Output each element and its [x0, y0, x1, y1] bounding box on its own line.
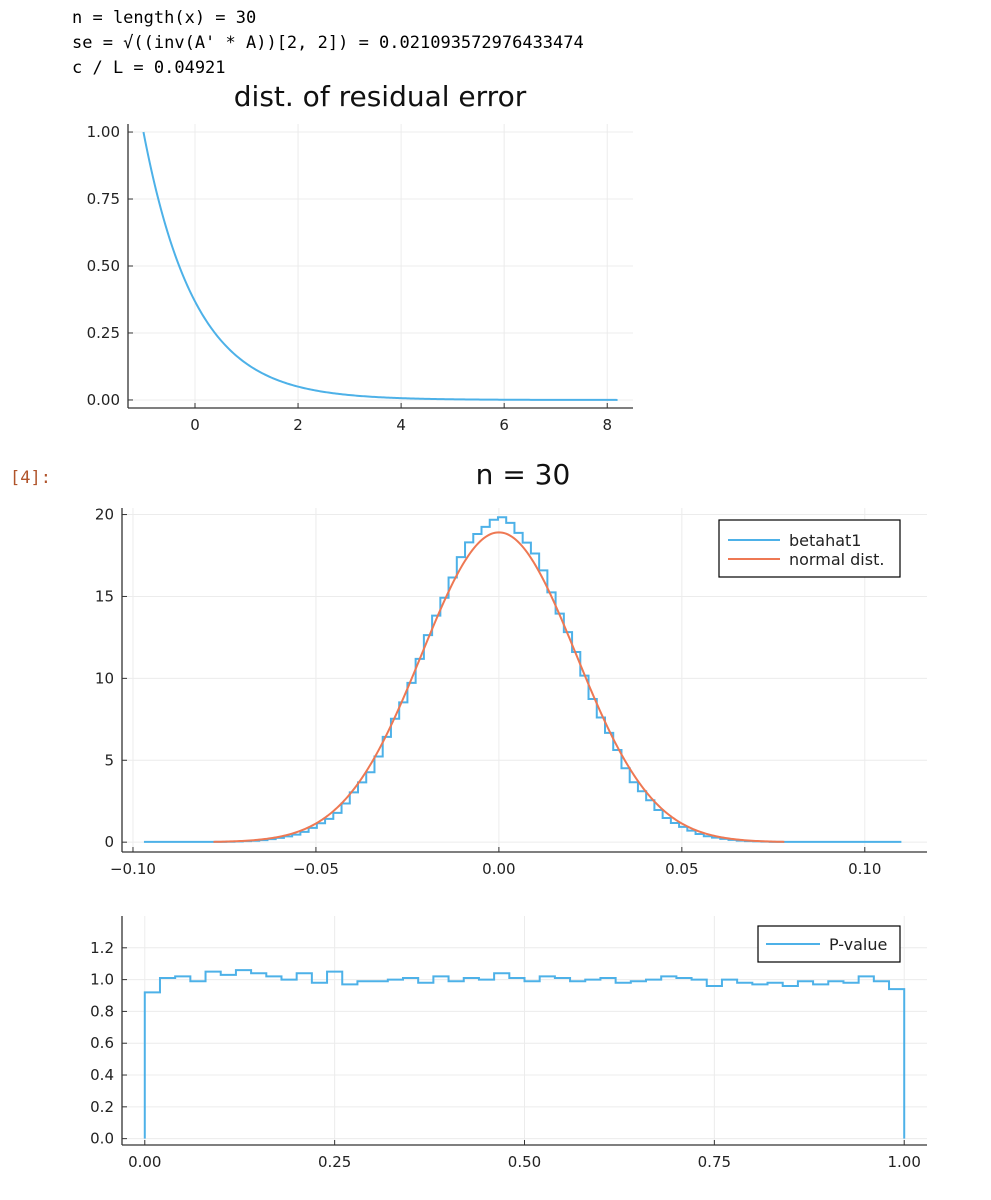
y-tick-label: 0.4: [90, 1066, 114, 1084]
x-tick-label: 2: [293, 416, 303, 434]
y-tick-label: 10: [95, 669, 114, 687]
y-tick-label: 1.00: [87, 123, 120, 141]
y-tick-label: 1.2: [90, 939, 114, 957]
y-tick-label: 0.25: [87, 324, 120, 342]
y-tick-label: 0.0: [90, 1130, 114, 1148]
series-step-pvalue: [143, 969, 906, 1139]
x-tick-label: 0.10: [848, 860, 881, 878]
legend-label-betahat1: betahat1: [789, 531, 861, 550]
y-tick-label: 0.50: [87, 257, 120, 275]
chart-title: n = 30: [476, 458, 571, 491]
series-line-normal: [213, 531, 785, 843]
x-tick-label: 0.05: [665, 860, 698, 878]
y-tick-label: 5: [104, 751, 114, 769]
x-tick-label: 0: [190, 416, 200, 434]
cell-stdout: n = length(x) = 30 se = √((inv(A' * A))[2…: [72, 6, 584, 81]
stdout-line: se = √((inv(A' * A))[2, 2]) = 0.02109357…: [72, 33, 584, 53]
x-tick-label: 0.00: [482, 860, 515, 878]
legend-label-pvalue: P-value: [829, 935, 887, 954]
legend-box: [718, 519, 901, 578]
x-tick-label: 0.25: [318, 1153, 351, 1171]
y-tick-label: 15: [95, 587, 114, 605]
x-tick-label: 6: [499, 416, 509, 434]
y-tick-label: 0.8: [90, 1002, 114, 1020]
y-tick-label: 0.75: [87, 190, 120, 208]
y-tick-label: 0.2: [90, 1098, 114, 1116]
x-tick-label: −0.10: [110, 860, 156, 878]
x-tick-label: 8: [602, 416, 612, 434]
x-tick-label: 1.00: [888, 1153, 921, 1171]
x-tick-label: 0.00: [128, 1153, 161, 1171]
chart-title: dist. of residual error: [234, 80, 527, 113]
cell-prompt: [4]:: [10, 468, 51, 488]
x-tick-label: 0.75: [698, 1153, 731, 1171]
y-tick-label: 0.00: [87, 391, 120, 409]
y-tick-label: 20: [95, 506, 114, 524]
x-tick-label: 4: [396, 416, 406, 434]
y-tick-label: 0: [104, 833, 114, 851]
series-line-residual: [142, 131, 618, 401]
legend-label-normal: normal dist.: [789, 550, 884, 569]
stdout-line: c / L = 0.04921: [72, 58, 226, 78]
x-tick-label: 0.50: [508, 1153, 541, 1171]
y-tick-label: 1.0: [90, 971, 114, 989]
stdout-line: n = length(x) = 30: [72, 8, 257, 28]
x-tick-label: −0.05: [293, 860, 339, 878]
y-tick-label: 0.6: [90, 1034, 114, 1052]
